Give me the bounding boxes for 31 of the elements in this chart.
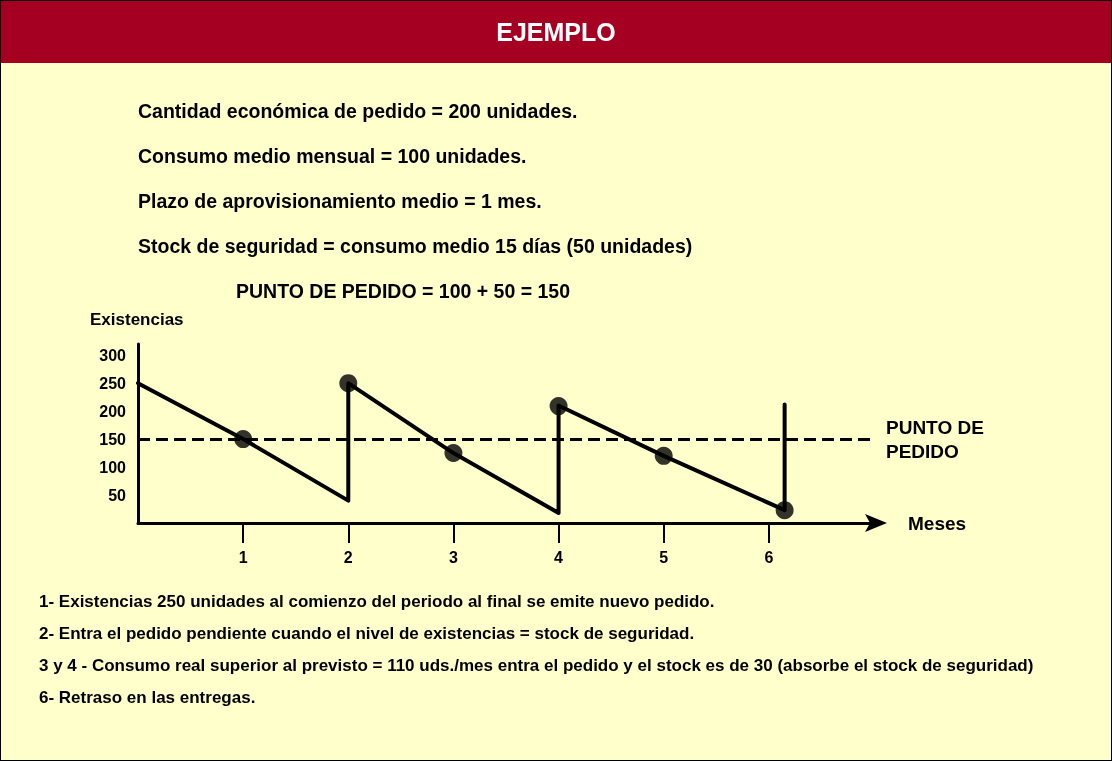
x-tick-label: 4: [554, 548, 564, 566]
text: PUNTO DE PEDIDO = 100 + 50 = 150: [236, 280, 571, 302]
x-tick-label: 1: [238, 548, 248, 566]
y-axis-title: Existencias: [90, 310, 184, 329]
text: 1- Existencias 250 unidades al comienzo del periodo al final se emite nuevo pedido.: [39, 591, 716, 613]
y-tick-label: 200: [99, 402, 127, 420]
x-axis-title: Meses: [908, 512, 967, 534]
y-tick-label: 50: [108, 486, 127, 504]
text: 2- Entra el pedido pendiente cuando el nivel de existencias = stock de seguridad.: [39, 623, 696, 645]
point: [234, 430, 253, 449]
text: Stock de seguridad = consumo medio 15 días (50 unidades): [138, 234, 693, 259]
text: Cantidad económica de pedido = 200 unidades.: [138, 99, 579, 124]
text: 6- Retraso en las entregas.: [39, 687, 257, 709]
point: [339, 374, 358, 393]
text: Consumo medio mensual = 100 unidades.: [138, 144, 528, 169]
ref-line-label: PUNTO DE PEDIDO: [886, 416, 990, 462]
chart-title: EJEMPLO: [1, 1, 1111, 63]
point: [444, 444, 463, 463]
point: [654, 446, 673, 465]
point: [549, 397, 568, 416]
text: 3 y 4 - Consumo real superior al previsto = 110 uds./mes entra el pedido y el stock es de 30 (absorbe el stock de seguridad): [39, 655, 1035, 677]
x-tick-label: 3: [448, 548, 458, 566]
text: Plazo de aprovisionamiento medio = 1 mes.: [138, 189, 543, 214]
x-tick-label: 5: [659, 548, 669, 566]
point: [775, 501, 794, 520]
y-tick-label: 300: [99, 346, 127, 364]
y-tick-label: 100: [99, 458, 127, 476]
x-tick-label: 2: [343, 548, 353, 566]
y-tick-label: 150: [99, 430, 127, 448]
x-tick-label: 6: [764, 548, 774, 566]
y-tick-label: 250: [99, 374, 127, 392]
